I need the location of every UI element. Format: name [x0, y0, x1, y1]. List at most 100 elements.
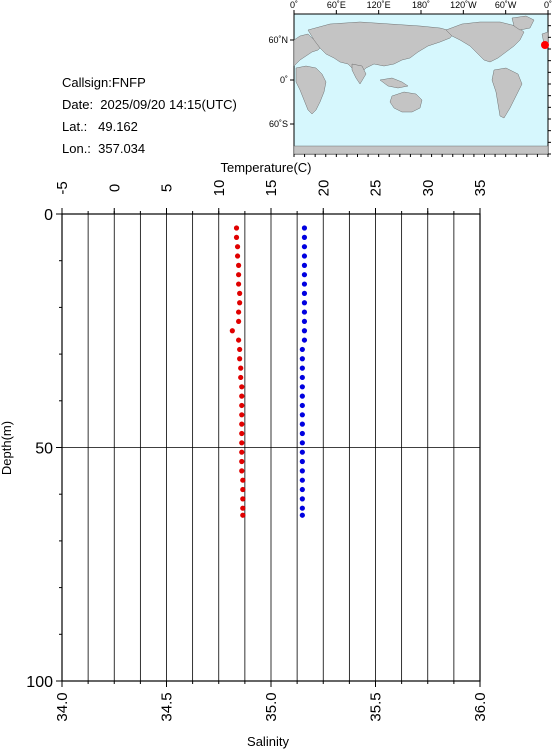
salinity-tick-label: 36.0 — [472, 692, 489, 721]
map-ticks — [290, 10, 551, 157]
temperature-point — [239, 393, 245, 399]
map-lon-label: 0˚ — [290, 0, 298, 10]
temperature-tick-label: 25 — [368, 180, 385, 197]
temperature-point — [240, 496, 246, 502]
map-land — [293, 15, 549, 155]
chart-data — [229, 225, 308, 518]
temperature-point — [237, 356, 243, 362]
temperature-point — [238, 365, 244, 371]
temperature-point — [239, 402, 245, 409]
salinity-point — [299, 356, 305, 362]
longitude-text: Lon.: 357.034 — [62, 141, 146, 156]
salinity-point — [301, 309, 308, 315]
temperature-point — [234, 244, 241, 250]
salinity-point — [301, 337, 308, 343]
map-lon-label: 120˚W — [450, 0, 477, 10]
salinity-point — [299, 486, 305, 493]
salinity-series — [299, 225, 308, 518]
map-lon-label: 60˚E — [327, 0, 346, 10]
temperature-tick-label: 30 — [420, 180, 437, 197]
map-lat-label: 0˚ — [280, 75, 288, 85]
salinity-point — [301, 281, 308, 287]
temperature-point — [239, 430, 245, 437]
depth-tick-label: 50 — [35, 441, 53, 458]
salinity-point — [301, 318, 308, 325]
temperature-point — [236, 309, 242, 315]
temperature-point — [239, 421, 245, 427]
temperature-point — [236, 281, 242, 287]
salinity-tick-label: 35.5 — [368, 692, 385, 721]
map-lon-label: 60˚W — [495, 0, 517, 10]
chart-grid — [61, 214, 481, 681]
salinity-point — [301, 328, 308, 334]
temperature-point — [234, 253, 241, 259]
temperature-point — [237, 346, 243, 353]
salinity-point — [299, 505, 305, 511]
temperature-point — [236, 262, 242, 268]
salinity-tick-label: 35.0 — [263, 692, 280, 721]
salinity-point — [301, 290, 308, 296]
salinity-point — [299, 430, 305, 437]
map-lat-labels: 60˚N 0˚ 60˚S — [268, 35, 288, 129]
temperature-point — [238, 374, 244, 381]
callsign-text: Callsign:FNFP — [62, 75, 146, 90]
temperature-tick-label: 5 — [159, 184, 176, 192]
temperature-tick-label: 0 — [106, 184, 123, 192]
temperature-tick-label: 10 — [211, 180, 228, 197]
temperature-point — [240, 486, 246, 493]
temperature-point — [237, 290, 243, 296]
salinity-point — [299, 346, 305, 353]
temperature-point — [237, 300, 243, 306]
salinity-point — [299, 393, 305, 399]
world-map: 0˚ 60˚E 120˚E 180˚ 120˚W 60˚W 0˚ 60˚N 0˚ 60˚S — [268, 0, 552, 157]
temperature-point — [239, 412, 245, 418]
temperature-point — [240, 512, 246, 518]
temperature-tick-label: -5 — [54, 181, 71, 194]
temperature-point — [240, 505, 246, 511]
temperature-series — [229, 225, 246, 518]
salinity-point — [301, 225, 308, 231]
temperature-point — [236, 272, 242, 278]
temperature-axis-label: Temperature(C) — [220, 160, 311, 175]
latitude-text: Lat.: 49.162 — [62, 119, 138, 134]
salinity-point — [299, 421, 305, 427]
temperature-point — [236, 337, 242, 343]
temperature-point — [239, 458, 245, 465]
temperature-point — [236, 318, 242, 325]
salinity-point — [299, 374, 305, 381]
salinity-point — [301, 244, 308, 250]
map-lon-label: 0˚ — [544, 0, 552, 10]
salinity-point — [299, 468, 305, 474]
temperature-point — [239, 440, 245, 446]
map-lon-labels: 0˚ 60˚E 120˚E 180˚ 120˚W 60˚W 0˚ — [290, 0, 552, 10]
salinity-point — [299, 365, 305, 371]
salinity-axis-label: Salinity — [247, 734, 289, 749]
salinity-tick-label: 34.5 — [159, 692, 176, 721]
map-lon-label: 180˚ — [412, 0, 430, 10]
salinity-point — [299, 384, 305, 390]
map-lon-label: 120˚E — [367, 0, 391, 10]
salinity-point — [299, 477, 305, 483]
salinity-point — [299, 496, 305, 502]
salinity-point — [301, 300, 308, 306]
temperature-point — [239, 468, 245, 474]
temperature-point — [239, 384, 245, 390]
salinity-point — [299, 412, 305, 418]
salinity-point — [301, 262, 308, 268]
depth-tick-label: 100 — [26, 674, 53, 691]
salinity-point — [299, 449, 305, 455]
temperature-tick-label: 35 — [472, 180, 489, 197]
station-marker — [541, 41, 549, 49]
temperature-point — [239, 449, 245, 455]
salinity-point — [299, 458, 305, 465]
salinity-point — [301, 234, 308, 240]
temperature-point — [240, 477, 246, 483]
map-lat-label: 60˚S — [269, 119, 288, 129]
date-text: Date: 2025/09/20 14:15(UTC) — [62, 97, 237, 112]
temperature-tick-label: 20 — [315, 180, 332, 197]
salinity-point — [299, 402, 305, 409]
temperature-tick-label: 15 — [263, 180, 280, 197]
salinity-tick-label: 34.0 — [54, 692, 71, 721]
salinity-point — [299, 512, 305, 518]
